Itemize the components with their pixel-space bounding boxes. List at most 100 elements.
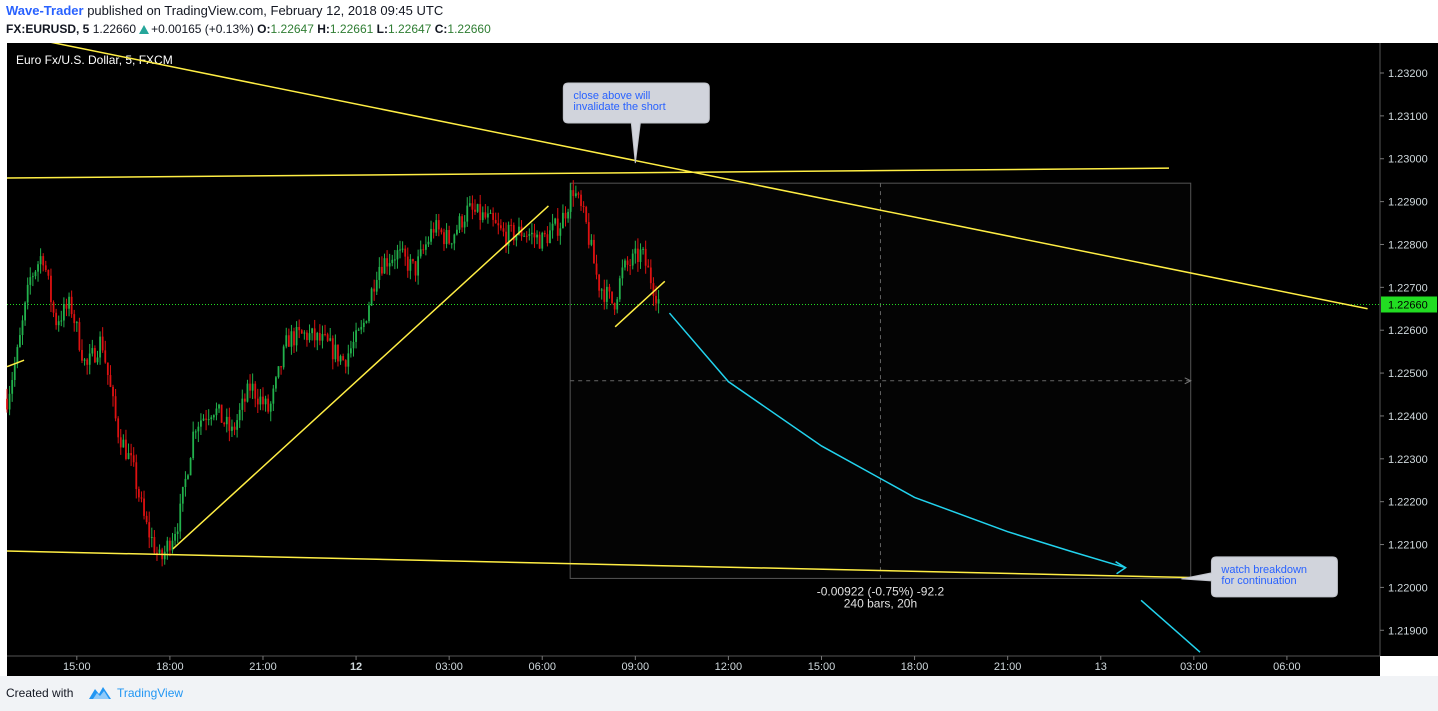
- tradingview-logo-icon[interactable]: [88, 685, 112, 701]
- measure-bars-label: 240 bars, 20h: [844, 596, 917, 610]
- candle-body: [86, 359, 89, 365]
- callout-breakdown-text: for continuation: [1221, 575, 1296, 587]
- candle-body: [205, 418, 207, 420]
- candle-body: [375, 279, 378, 292]
- candle-body: [412, 259, 414, 262]
- candle-body: [223, 422, 226, 425]
- callout-breakdown-text: watch breakdown: [1220, 564, 1307, 576]
- candle-body: [112, 386, 114, 397]
- candle-body: [117, 418, 120, 438]
- candle-body: [577, 193, 580, 195]
- open-value: 1.22647: [270, 22, 314, 36]
- candle-body: [344, 360, 347, 367]
- candle-body: [574, 193, 577, 197]
- trendline: [6, 167, 1170, 179]
- price-chart[interactable]: 1.23200 1.23100 1.23000 1.22900 1.22800 1.227…: [0, 43, 1438, 676]
- price-tick-label: 1.22400: [1388, 411, 1428, 423]
- callout-breakdown-bubble: [1181, 556, 1338, 598]
- candle-body: [450, 243, 453, 245]
- candle-body: [355, 330, 357, 342]
- candle-body: [81, 349, 83, 361]
- candle-body: [293, 331, 295, 346]
- candle-body: [37, 264, 39, 272]
- candle-body: [313, 328, 316, 341]
- candle-body: [329, 338, 332, 341]
- candle-body: [298, 327, 301, 331]
- high-value: 1.22661: [329, 22, 374, 36]
- candle-body: [481, 212, 484, 221]
- candle-body: [163, 551, 166, 560]
- candle-body: [269, 403, 272, 412]
- candle-body: [424, 244, 427, 250]
- time-tick-label: 13: [1095, 661, 1107, 673]
- candle-body: [251, 383, 254, 391]
- open-label: O:: [257, 22, 271, 36]
- candle-body: [468, 203, 471, 206]
- candle-body: [505, 231, 507, 246]
- candle-body: [171, 540, 174, 551]
- candle-body: [148, 522, 151, 538]
- candle-body: [290, 331, 293, 347]
- candle-body: [453, 234, 456, 244]
- candle-body: [326, 334, 329, 341]
- candle-body: [21, 320, 24, 336]
- candle-body: [652, 283, 655, 296]
- candle-body: [637, 248, 639, 262]
- candle-body: [388, 263, 391, 267]
- candle-body: [300, 330, 303, 334]
- candle-body: [443, 232, 445, 245]
- candle-body: [417, 256, 420, 276]
- candle-body: [621, 267, 624, 279]
- candle-body: [73, 314, 76, 324]
- trendline: [172, 205, 549, 550]
- candle-body: [233, 426, 236, 430]
- candle-body: [334, 344, 337, 360]
- candle-body: [303, 332, 306, 334]
- last-price-value: 1.22660: [92, 22, 137, 36]
- price-tick-label: 1.22200: [1388, 497, 1428, 509]
- candle-body: [39, 256, 42, 265]
- published-text: published on TradingView.com, February 1…: [87, 3, 444, 18]
- candle-body: [135, 462, 138, 490]
- tradingview-brand-link[interactable]: TradingView: [117, 686, 184, 700]
- publish-info: Wave-Trader published on TradingView.com…: [6, 3, 443, 18]
- candle-body: [220, 404, 223, 423]
- candle-body: [83, 359, 86, 361]
- candle-body: [463, 221, 466, 228]
- author-link[interactable]: Wave-Trader: [6, 3, 84, 18]
- chart-title: Euro Fx/U.S. Dollar, 5, FXCM: [16, 53, 173, 67]
- candle-body: [91, 348, 94, 354]
- created-with-text: Created with: [6, 686, 74, 700]
- candle-body: [249, 383, 251, 391]
- candle-body: [127, 453, 130, 460]
- candle-body: [78, 322, 81, 350]
- candle-body: [225, 416, 228, 425]
- time-tick-label: 06:00: [1273, 661, 1301, 673]
- candle-body: [618, 278, 621, 300]
- candle-body: [285, 335, 288, 347]
- symbol-name: FX:EURUSD, 5: [6, 22, 90, 36]
- candle-body: [512, 225, 515, 241]
- time-tick-label: 09:00: [622, 661, 650, 673]
- candle-body: [280, 366, 282, 368]
- candle-body: [321, 334, 324, 341]
- candle-body: [119, 437, 122, 448]
- price-tick-label: 1.23200: [1388, 68, 1428, 80]
- close-label: C:: [434, 22, 448, 36]
- candle-body: [192, 431, 195, 459]
- candle-body: [649, 267, 652, 284]
- candle-body: [231, 426, 233, 431]
- candle-body: [479, 204, 482, 221]
- candle-body: [189, 458, 192, 476]
- candle-body: [639, 249, 642, 262]
- price-tick-label: 1.23000: [1388, 154, 1428, 166]
- candle-body: [181, 486, 184, 504]
- candle-body: [24, 302, 26, 321]
- candle-body: [595, 263, 598, 275]
- last-price-tag: [1381, 296, 1437, 313]
- candle-body: [272, 388, 275, 404]
- candle-body: [613, 303, 616, 310]
- candle-body: [31, 276, 34, 278]
- candle-body: [605, 286, 608, 302]
- time-tick-label: 15:00: [808, 661, 836, 673]
